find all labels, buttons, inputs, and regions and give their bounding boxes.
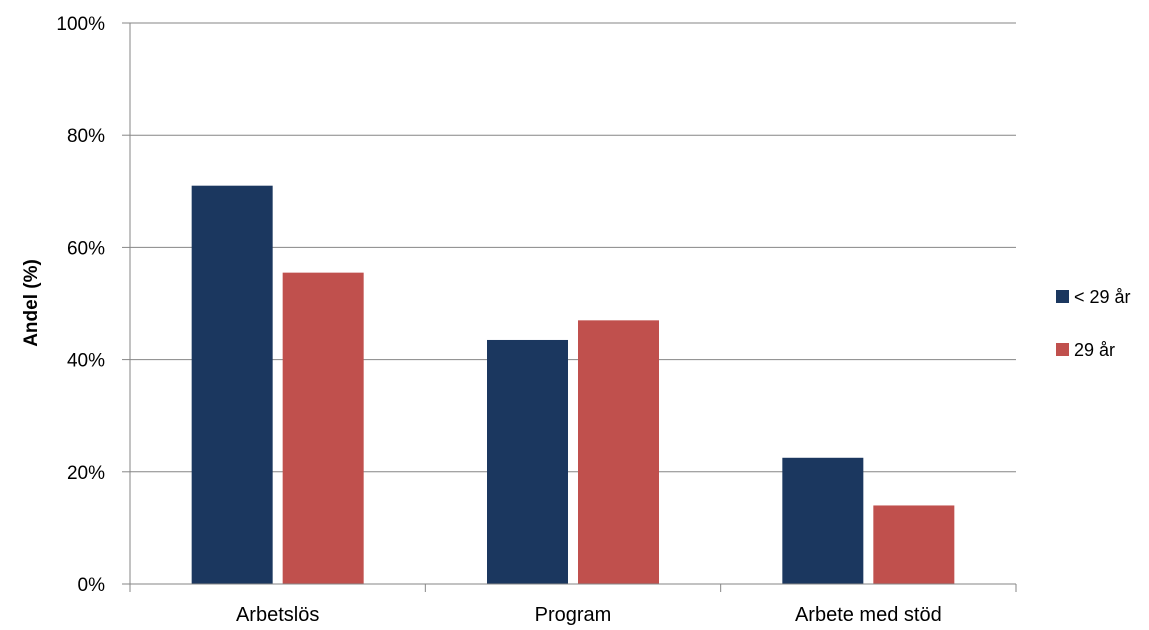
y-axis-ticks: 0% 20% 40% 60% 80% 100% [56, 14, 130, 596]
y-tick-label: 60% [67, 238, 105, 259]
axes [129, 23, 1017, 592]
bar-under-29-2 [782, 457, 864, 584]
legend-label: 29 år [1074, 340, 1115, 360]
y-tick-label: 80% [67, 126, 105, 147]
y-tick-label: 20% [67, 463, 105, 484]
x-tick-label: Arbete med stöd [795, 604, 942, 626]
x-axis-labels: Arbetslös Program Arbete med stöd [236, 604, 942, 626]
y-tick-label: 40% [67, 351, 105, 372]
legend: < 29 år 29 år [1056, 287, 1131, 360]
legend-swatch [1056, 343, 1069, 356]
y-tick-label: 0% [78, 575, 106, 596]
bar-29-2 [873, 505, 955, 584]
bars [191, 185, 955, 584]
gridlines [130, 22, 1016, 473]
y-tick-label: 100% [56, 14, 105, 35]
x-tick-label: Arbetslös [236, 604, 319, 626]
bar-under-29-1 [487, 339, 568, 584]
legend-swatch [1056, 290, 1069, 303]
bar-under-29-0 [191, 185, 273, 584]
y-axis-title: Andel (%) [21, 259, 42, 347]
bar-29-1 [578, 320, 659, 584]
legend-label: < 29 år [1074, 287, 1131, 307]
bar-29-0 [282, 272, 364, 584]
x-tick-label: Program [535, 604, 612, 626]
